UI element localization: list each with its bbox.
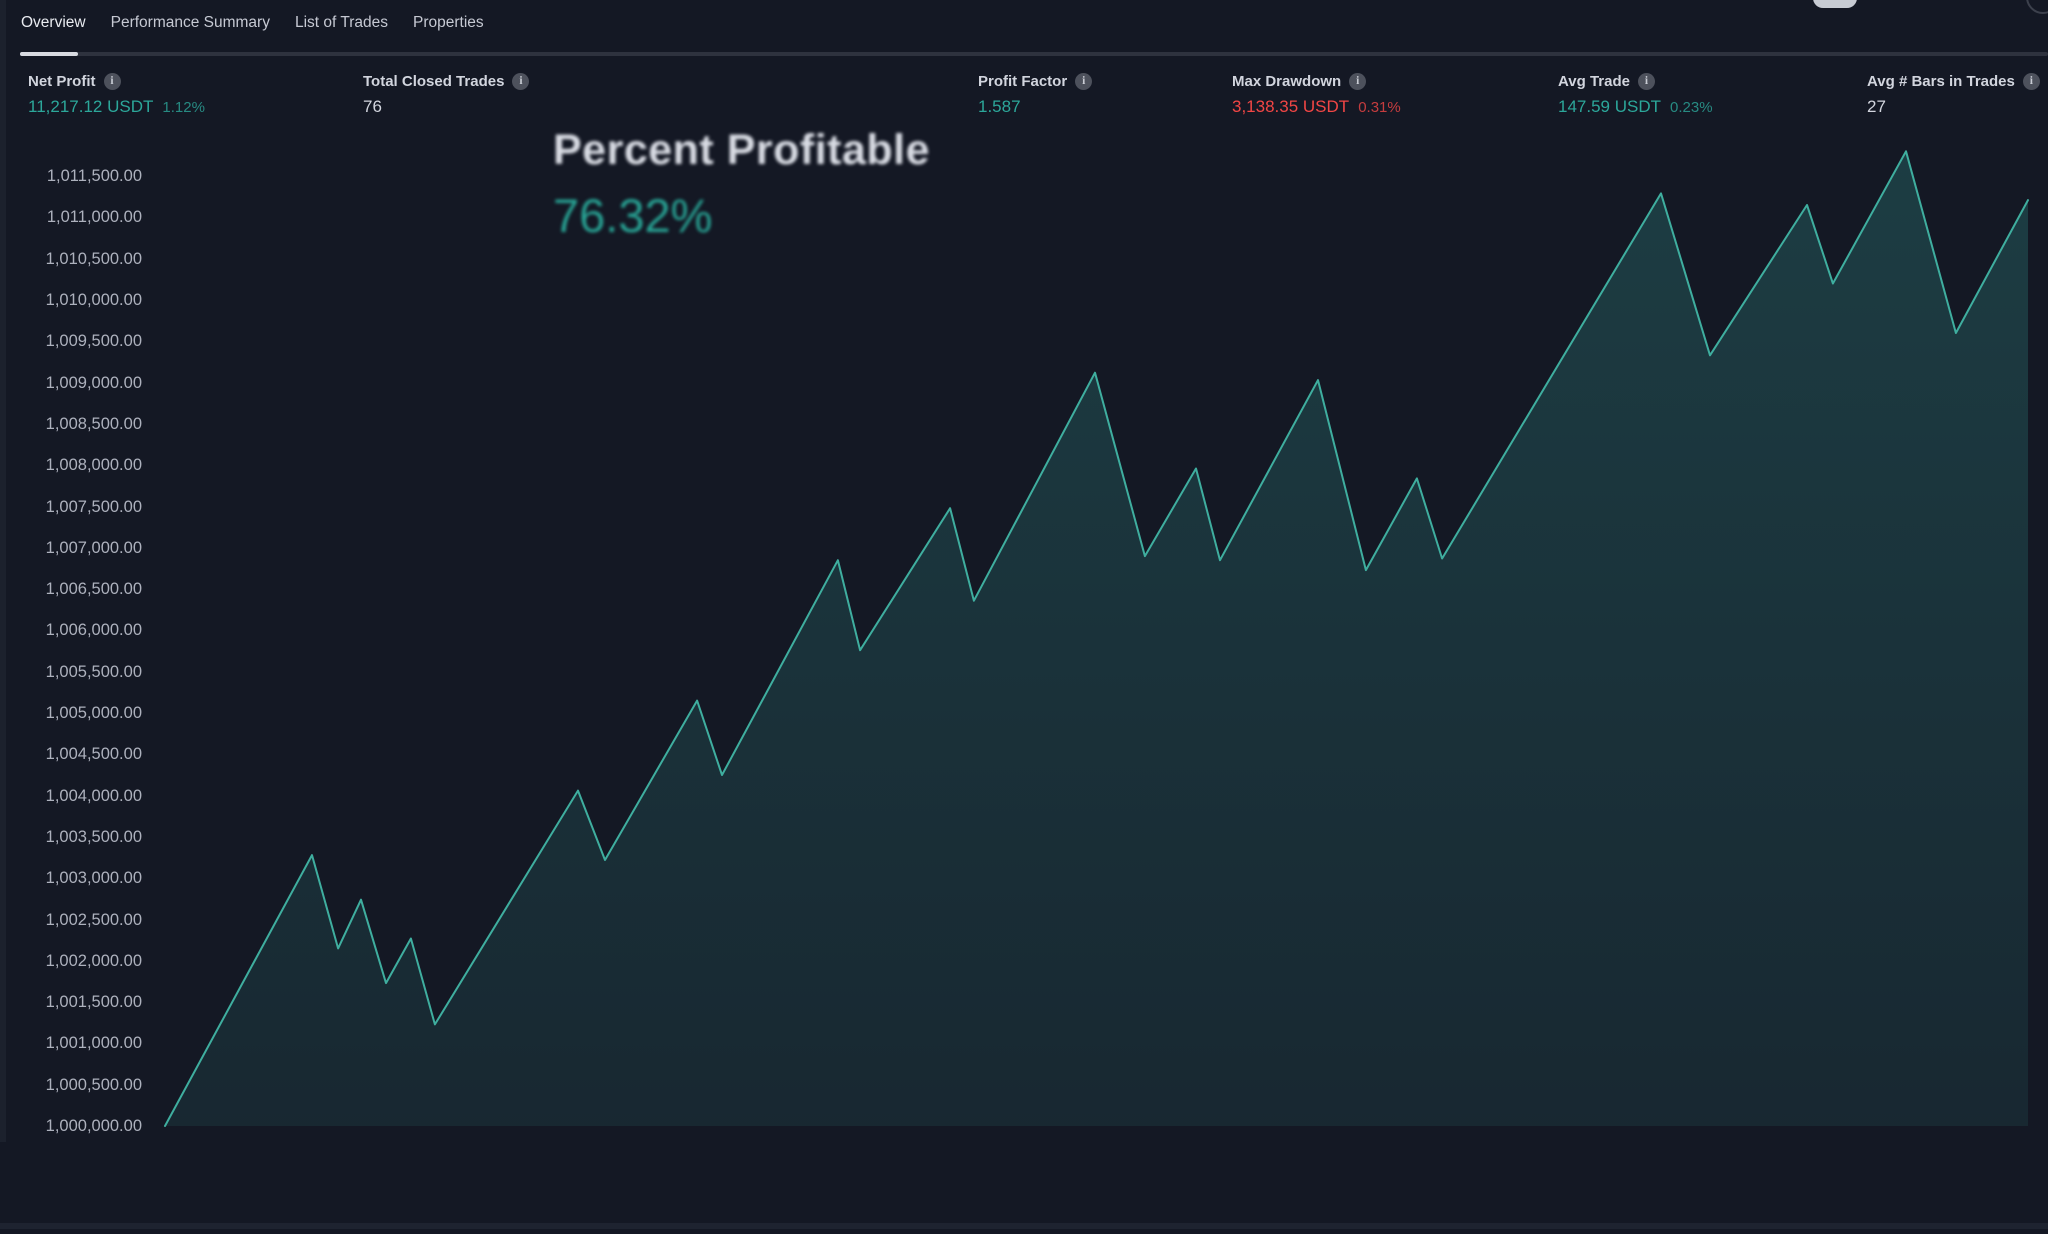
stat-percent-text: 0.31% [1358,99,1401,116]
stat-avg-trade: Avg Trade i 147.59 USDT 0.23% [1558,72,1713,118]
y-axis-tick: 1,006,500.00 [45,580,142,599]
stat-total-closed-trades: Total Closed Trades i 76 [363,72,530,117]
bottom-panel-edge [0,1223,2048,1229]
equity-line [164,150,2029,1127]
info-icon[interactable]: i [103,73,121,90]
y-axis-tick: 1,004,000.00 [45,786,142,805]
y-axis-tick: 1,001,500.00 [45,993,142,1012]
stat-label-avg-bars-in-trades: Avg # Bars in Trades i [1867,72,2040,91]
stat-value-text: 27 [1867,97,1886,116]
info-icon[interactable]: i [1637,73,1655,90]
equity-area-fill [165,151,2028,1127]
y-axis-tick: 1,003,500.00 [45,827,142,846]
info-icon[interactable]: i [1349,73,1367,90]
panel-left-border [0,0,6,1142]
tab-list-of-trades[interactable]: List of Trades [294,14,389,31]
stats-row: Net Profit i 11,217.12 USDT 1.12% Total Clos… [0,72,2048,126]
y-axis-tick: 1,009,500.00 [45,332,142,351]
y-axis-tick: 1,005,500.00 [45,662,142,681]
stat-label-text: Net Profit [28,73,96,90]
stat-value-text: 147.59 USDT [1558,97,1661,116]
stat-net-profit: Net Profit i 11,217.12 USDT 1.12% [28,72,205,118]
stat-label-max-drawdown: Max Drawdown i [1232,72,1401,91]
y-axis-tick: 1,006,000.00 [45,621,142,640]
stat-label-total-closed-trades: Total Closed Trades i [363,72,530,91]
stat-label-text: Total Closed Trades [363,73,505,90]
tab-performance-summary[interactable]: Performance Summary [110,14,270,31]
info-icon[interactable]: i [512,73,530,90]
y-axis-tick: 1,011,000.00 [46,208,142,227]
y-axis-tick: 1,010,000.00 [45,291,142,309]
y-axis-tick: 1,002,500.00 [45,910,142,929]
stat-label-net-profit: Net Profit i [28,72,205,91]
stat-percent-text: 1.12% [162,99,205,116]
stat-value-text: 3,138.35 USDT [1232,97,1350,116]
y-axis-tick: 1,000,000.00 [45,1117,142,1135]
y-axis-tick: 1,001,000.00 [45,1034,142,1053]
stat-label-profit-factor: Profit Factor i [978,72,1093,91]
stat-label-text: Avg Trade [1558,73,1630,90]
y-axis-tick: 1,011,500.00 [46,167,142,186]
tab-bar-track [20,52,2048,56]
stat-label-text: Avg # Bars in Trades [1867,73,2015,90]
partial-toolbar-button[interactable] [1813,0,1857,8]
stat-percent-text: 0.23% [1670,99,1713,116]
y-axis-tick: 1,007,000.00 [45,538,142,557]
stat-value-profit-factor: 1.587 [978,96,1092,117]
stat-value-text: 1.587 [978,97,1021,116]
y-axis-tick: 1,000,500.00 [45,1075,142,1094]
y-axis-tick: 1,009,000.00 [45,373,142,392]
tab-bar: Overview Performance Summary List of Trade… [21,0,484,33]
stat-value-max-drawdown: 3,138.35 USDT 0.31% [1232,96,1401,118]
stat-value-net-profit: 11,217.12 USDT 1.12% [28,96,205,118]
y-axis-tick: 1,003,000.00 [45,869,142,888]
stat-value-avg-bars-in-trades: 27 [1867,96,2040,117]
info-icon[interactable]: i [2022,73,2040,90]
y-axis-tick: 1,008,000.00 [45,456,142,475]
tab-properties[interactable]: Properties [413,14,484,31]
stat-profit-factor: Profit Factor i 1.587 [978,72,1093,117]
stat-value-avg-trade: 147.59 USDT 0.23% [1558,96,1713,118]
y-axis-tick: 1,005,000.00 [45,704,142,722]
stat-value-total-closed-trades: 76 [363,96,529,117]
active-tab-underline [20,52,78,56]
stat-value-text: 11,217.12 USDT [28,97,154,116]
y-axis-tick: 1,007,500.00 [45,497,142,516]
stat-label-text: Max Drawdown [1232,73,1342,90]
stat-max-drawdown: Max Drawdown i 3,138.35 USDT 0.31% [1232,72,1401,118]
y-axis-tick: 1,010,500.00 [45,249,142,268]
tab-overview[interactable]: Overview [21,14,86,31]
y-axis-tick: 1,008,500.00 [45,414,142,433]
y-axis-tick: 1,002,000.00 [45,951,142,970]
y-axis-tick: 1,004,500.00 [45,745,142,764]
stat-avg-bars-in-trades: Avg # Bars in Trades i 27 [1867,72,2040,117]
stat-label-text: Profit Factor [978,73,1068,90]
stat-value-text: 76 [363,97,382,116]
stat-label-avg-trade: Avg Trade i [1558,72,1713,91]
info-icon[interactable]: i [1075,73,1093,90]
